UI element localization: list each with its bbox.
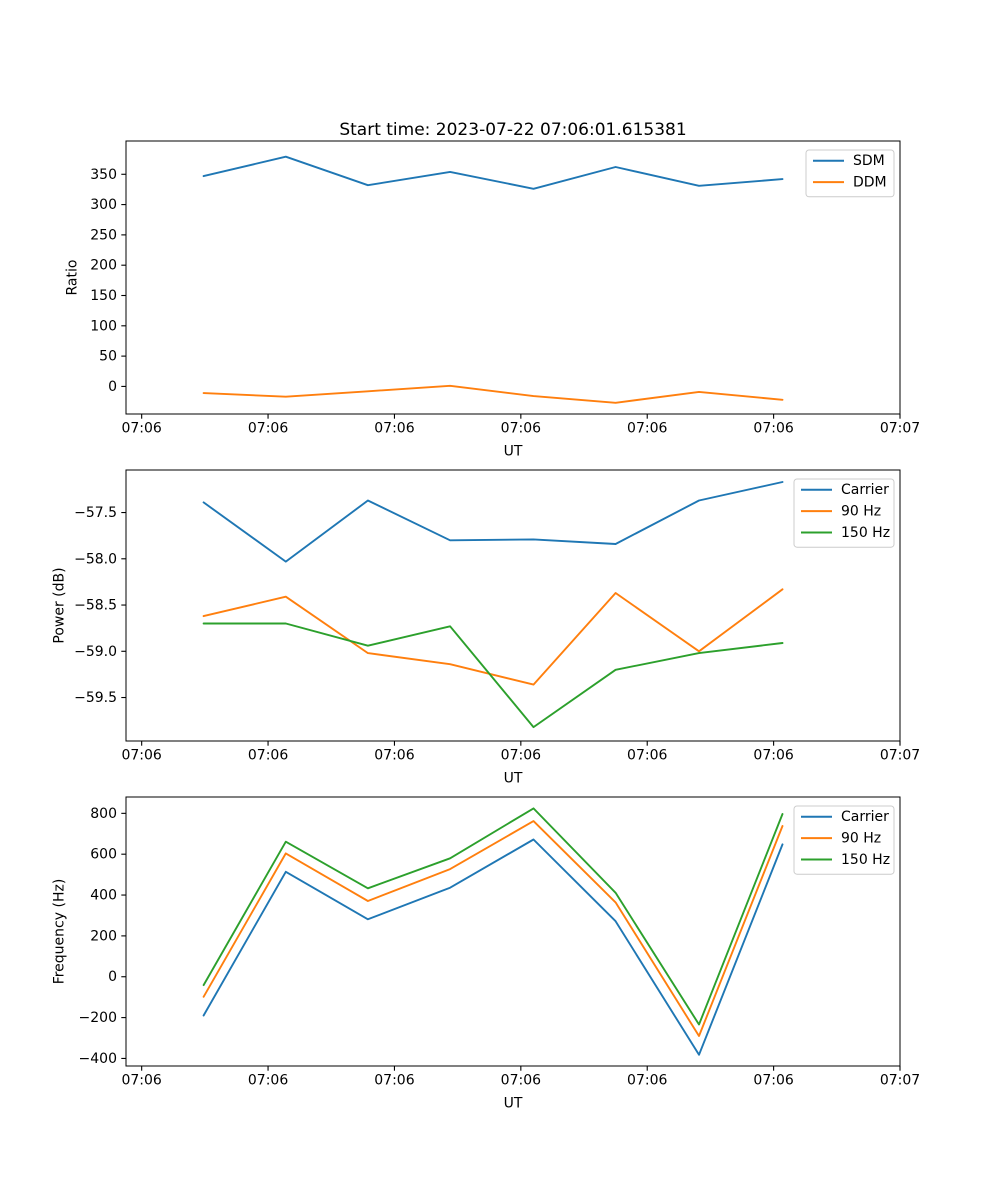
y-tick-label: 100: [90, 318, 117, 334]
series-line-150-hz: [202, 622, 784, 729]
y-tick-label: −58.0: [74, 551, 117, 567]
y-tick-label: 800: [90, 806, 117, 822]
axes-border: [125, 796, 901, 1067]
y-tick-label: 200: [90, 928, 117, 944]
y-tick-label: 0: [108, 969, 117, 985]
series-line-90-hz: [202, 588, 784, 686]
y-tick-label: −57.5: [74, 505, 117, 521]
power-plot: 07:06 07:06 07:06 07:06 07:06 07:06 07:07 −57.5…: [51, 469, 920, 787]
legend: SDM DDM: [805, 149, 895, 198]
legend-label-carrier: Carrier: [841, 809, 889, 825]
x-tick-label: 07:07: [880, 748, 920, 764]
x-tick-label: 07:06: [248, 421, 288, 437]
x-tick-label: 07:06: [501, 1073, 541, 1089]
x-axis-label: UT: [504, 444, 523, 460]
x-tick-label: 07:06: [627, 1073, 667, 1089]
x-tick-label: 07:06: [248, 1073, 288, 1089]
figure-title: Start time: 2023-07-22 07:06:01.615381: [339, 120, 687, 140]
axes-border: [125, 469, 901, 742]
y-tick-label: −58.5: [74, 598, 117, 614]
y-tick-label: 250: [90, 227, 117, 243]
legend-label-90-hz: 90 Hz: [841, 504, 881, 520]
y-axis-label: Power (dB): [51, 567, 67, 643]
x-tick-label: 07:06: [501, 748, 541, 764]
legend-box: [793, 478, 895, 548]
x-tick-label: 07:06: [248, 748, 288, 764]
legend-label-sdm: SDM: [853, 153, 885, 169]
y-tick-label: 50: [99, 349, 117, 365]
series-line-ddm: [202, 384, 784, 404]
y-tick-label: 400: [90, 888, 117, 904]
x-tick-label: 07:06: [374, 1073, 414, 1089]
y-tick-label: −400: [79, 1051, 117, 1067]
legend: Carrier 90 Hz 150 Hz: [793, 478, 895, 548]
y-tick-label: 300: [90, 197, 117, 213]
legend-label-150-hz: 150 Hz: [841, 525, 890, 541]
x-tick-label: 07:06: [627, 748, 667, 764]
series-line-carrier: [202, 481, 784, 563]
legend-label-carrier: Carrier: [841, 482, 889, 498]
x-tick-label: 07:06: [374, 421, 414, 437]
y-tick-label: 600: [90, 847, 117, 863]
x-tick-label: 07:06: [753, 1073, 793, 1089]
x-tick-label: 07:06: [753, 421, 793, 437]
series-line-sdm: [202, 155, 784, 190]
y-tick-label: 200: [90, 258, 117, 274]
series-line-150-hz: [202, 807, 784, 1026]
y-axis-label: Ratio: [64, 260, 80, 296]
y-tick-label: 0: [108, 379, 117, 395]
legend-label-90-hz: 90 Hz: [841, 831, 881, 847]
legend-label-ddm: DDM: [853, 175, 887, 191]
legend: Carrier 90 Hz 150 Hz: [793, 805, 895, 875]
axes-border: [125, 140, 901, 415]
y-tick-label: −200: [79, 1010, 117, 1026]
x-axis-label: UT: [504, 1096, 523, 1112]
y-tick-label: −59.5: [74, 690, 117, 706]
x-tick-label: 07:06: [121, 1073, 161, 1089]
x-axis-label: UT: [504, 771, 523, 787]
series-line-90-hz: [202, 820, 784, 1037]
y-tick-label: 350: [90, 167, 117, 183]
x-tick-label: 07:06: [501, 421, 541, 437]
y-tick-label: 150: [90, 288, 117, 304]
legend-label-150-hz: 150 Hz: [841, 852, 890, 868]
y-axis-label: Frequency (Hz): [51, 879, 67, 985]
x-tick-label: 07:06: [753, 748, 793, 764]
x-tick-label: 07:06: [374, 748, 414, 764]
x-tick-label: 07:06: [121, 748, 161, 764]
frequency-plot: 07:06 07:06 07:06 07:06 07:06 07:06 07:07 800 60…: [51, 796, 920, 1112]
ratio-plot: 07:06 07:06 07:06 07:06 07:06 07:06 07:07 0 50 10…: [64, 140, 920, 460]
x-tick-label: 07:06: [121, 421, 161, 437]
y-tick-label: −59.0: [74, 644, 117, 660]
series-line-carrier: [202, 838, 784, 1056]
x-tick-label: 07:07: [880, 421, 920, 437]
legend-box: [793, 805, 895, 875]
x-tick-label: 07:07: [880, 1073, 920, 1089]
x-tick-label: 07:06: [627, 421, 667, 437]
